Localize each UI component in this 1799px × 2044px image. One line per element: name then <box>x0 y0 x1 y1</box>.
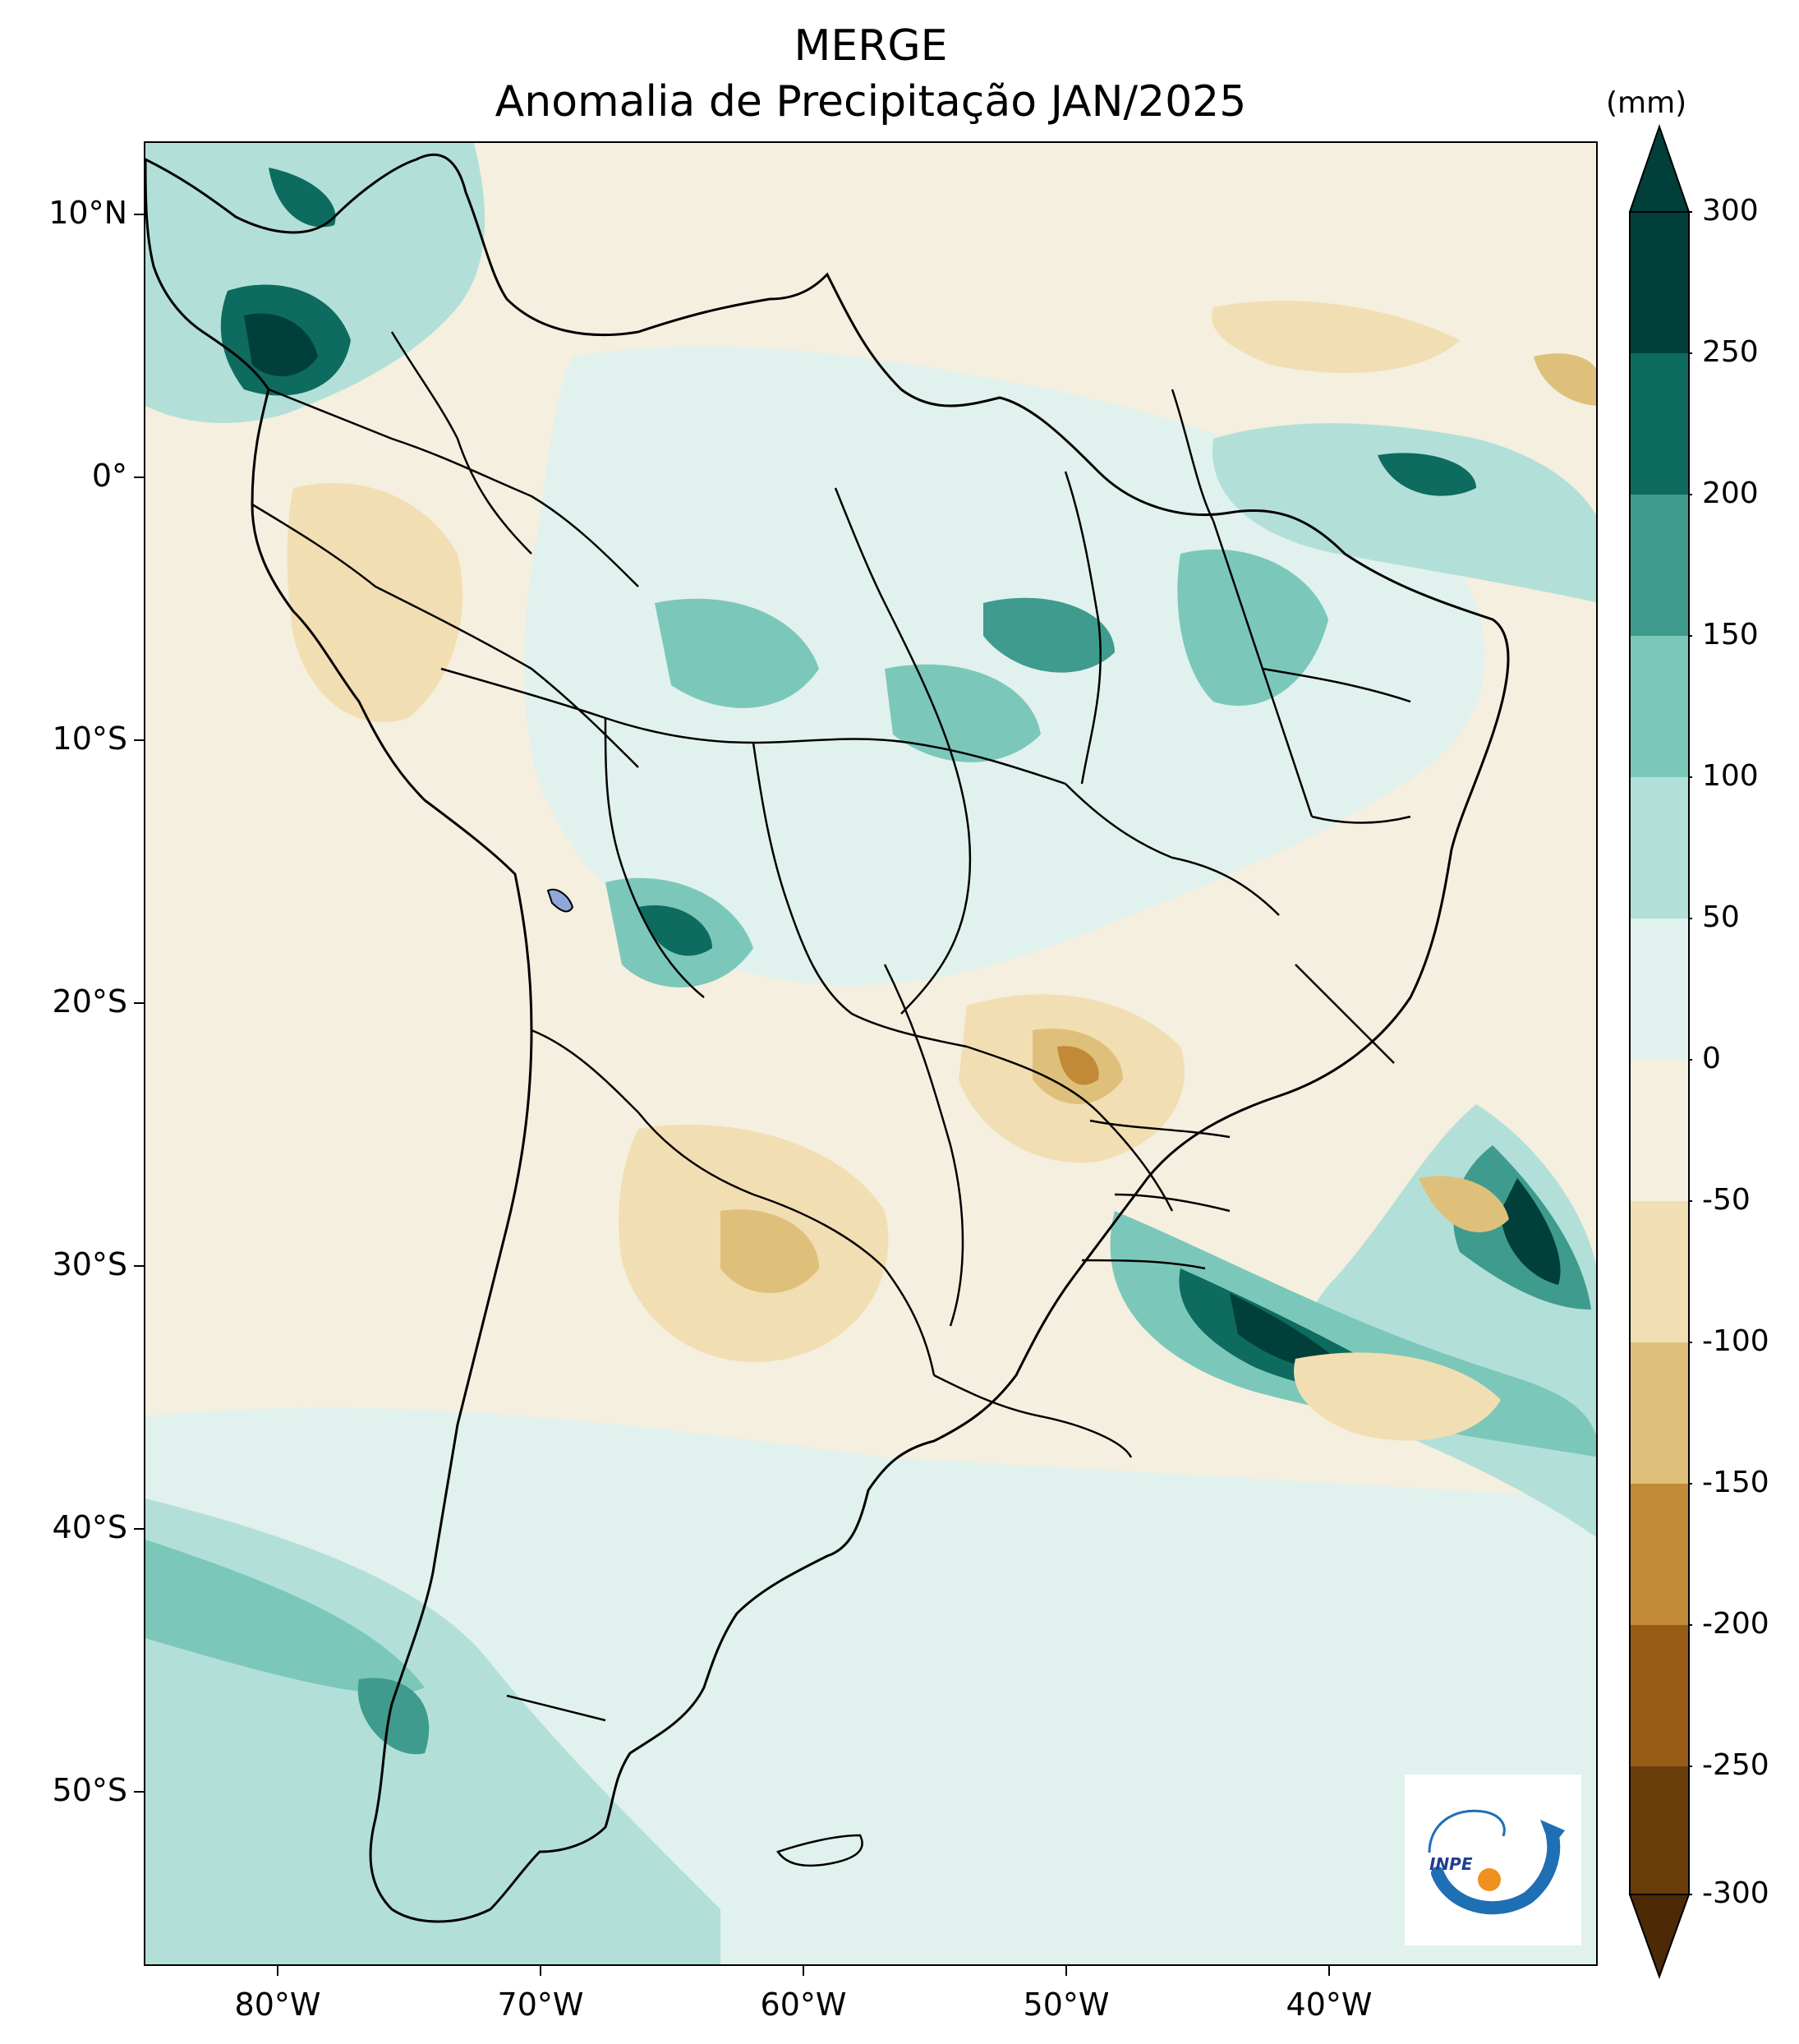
colorbar <box>1628 123 1692 1979</box>
lat-tick-label-20s: 20°S <box>52 983 127 1020</box>
colorbar-unit: (mm) <box>1606 86 1687 120</box>
lat-tick-label-50s: 50°S <box>52 1772 127 1808</box>
colorbar-label: -250 <box>1702 1748 1769 1782</box>
lon-tick-label-40w: 40°W <box>1286 1986 1373 2023</box>
lon-tick-label-70w: 70°W <box>497 1986 584 2023</box>
lon-tick <box>803 1966 804 1976</box>
lat-tick <box>134 1528 144 1530</box>
lat-tick-label-10s: 10°S <box>52 720 127 757</box>
colorbar-label: -100 <box>1702 1324 1769 1358</box>
colorbar-label: 250 <box>1702 335 1759 369</box>
lat-tick-label-40s: 40°S <box>52 1509 127 1545</box>
colorbar-label: -150 <box>1702 1466 1769 1499</box>
lat-tick <box>134 214 144 215</box>
lat-tick <box>134 1791 144 1793</box>
lon-tick <box>1065 1966 1067 1976</box>
colorbar-segment <box>1630 1625 1689 1766</box>
colorbar-extend-max <box>1628 123 1691 213</box>
lon-tick-label-80w: 80°W <box>234 1986 321 2023</box>
colorbar-label: -50 <box>1702 1183 1751 1217</box>
colorbar-label: -200 <box>1702 1607 1769 1641</box>
colorbar-segment <box>1630 636 1689 777</box>
lon-tick <box>540 1966 541 1976</box>
lat-tick-label-30s: 30°S <box>52 1246 127 1282</box>
map-title: MERGE <box>794 21 948 71</box>
colorbar-segment <box>1630 353 1689 495</box>
precipitation-anomaly-map <box>145 143 1596 1964</box>
lon-tick <box>1328 1966 1330 1976</box>
lon-tick <box>277 1966 278 1976</box>
colorbar-extend-min <box>1628 1894 1691 1979</box>
colorbar-label: 50 <box>1702 900 1740 934</box>
colorbar-label: 300 <box>1702 194 1759 228</box>
inpe-logo-text: INPE <box>1429 1854 1473 1874</box>
colorbar-segment <box>1630 1766 1689 1894</box>
lon-tick-label-60w: 60°W <box>760 1986 847 2023</box>
colorbar-label: -300 <box>1702 1876 1769 1910</box>
map-subtitle: Anomalia de Precipitação JAN/2025 <box>495 77 1247 127</box>
colorbar-segment <box>1630 777 1689 918</box>
colorbar-segment <box>1630 918 1689 1060</box>
colorbar-segment <box>1630 1201 1689 1342</box>
colorbar-label: 0 <box>1702 1042 1721 1075</box>
map-panel <box>144 141 1598 1966</box>
colorbar-label: 150 <box>1702 618 1759 651</box>
lat-tick <box>134 476 144 478</box>
lon-tick-label-50w: 50°W <box>1023 1986 1110 2023</box>
lat-tick <box>134 1002 144 1004</box>
colorbar-segment <box>1630 212 1689 353</box>
inpe-logo: INPE <box>1405 1775 1581 1945</box>
inpe-logo-icon: INPE <box>1428 1809 1565 1915</box>
colorbar-segment <box>1630 1342 1689 1484</box>
lat-tick-label-10n: 10°N <box>48 195 127 231</box>
colorbar-label: 200 <box>1702 476 1759 510</box>
lat-tick <box>134 1265 144 1267</box>
lat-tick-label-0: 0° <box>91 458 127 494</box>
lat-tick <box>134 739 144 741</box>
colorbar-label: 100 <box>1702 759 1759 793</box>
colorbar-segment <box>1630 495 1689 636</box>
colorbar-segment <box>1630 1484 1689 1625</box>
colorbar-segment <box>1630 1060 1689 1201</box>
